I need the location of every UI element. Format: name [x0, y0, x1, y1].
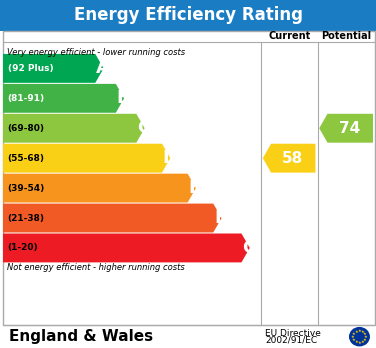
- Text: ★: ★: [352, 332, 356, 336]
- Text: B: B: [117, 89, 130, 107]
- Text: ★: ★: [358, 329, 361, 333]
- Polygon shape: [3, 54, 104, 83]
- Bar: [3, 31, 375, 325]
- Text: (81-91): (81-91): [8, 94, 45, 103]
- Text: (69-80): (69-80): [8, 124, 44, 133]
- Text: ★: ★: [355, 330, 358, 334]
- Text: 2002/91/EC: 2002/91/EC: [265, 336, 317, 345]
- Polygon shape: [319, 114, 373, 143]
- Polygon shape: [3, 234, 250, 262]
- Text: F: F: [214, 209, 226, 227]
- Text: ★: ★: [355, 340, 358, 344]
- Text: C: C: [137, 119, 150, 137]
- Text: (1-20): (1-20): [8, 244, 38, 252]
- Text: (21-38): (21-38): [8, 214, 44, 222]
- Text: Current: Current: [268, 31, 311, 41]
- Text: ★: ★: [363, 332, 367, 336]
- Bar: [0, 0, 376, 31]
- Text: D: D: [163, 149, 178, 167]
- Text: Potential: Potential: [321, 31, 371, 41]
- Text: Very energy efficient - lower running costs: Very energy efficient - lower running co…: [7, 48, 185, 57]
- Polygon shape: [3, 204, 221, 232]
- Text: Energy Efficiency Rating: Energy Efficiency Rating: [73, 6, 303, 24]
- Text: ★: ★: [361, 330, 364, 334]
- Text: Not energy efficient - higher running costs: Not energy efficient - higher running co…: [7, 263, 185, 272]
- Text: EU Directive: EU Directive: [265, 330, 321, 338]
- Text: 74: 74: [339, 121, 361, 136]
- Text: ★: ★: [352, 338, 356, 342]
- Text: G: G: [242, 239, 257, 257]
- Polygon shape: [3, 144, 170, 173]
- Text: ★: ★: [363, 338, 367, 342]
- Circle shape: [350, 328, 369, 346]
- Text: 58: 58: [282, 151, 303, 166]
- Polygon shape: [3, 114, 145, 143]
- Text: ★: ★: [364, 335, 368, 339]
- Polygon shape: [3, 84, 124, 113]
- Text: England & Wales: England & Wales: [9, 329, 153, 344]
- Text: E: E: [188, 179, 201, 197]
- Polygon shape: [263, 144, 315, 173]
- Polygon shape: [3, 174, 196, 203]
- Text: ★: ★: [351, 335, 355, 339]
- Text: (92 Plus): (92 Plus): [8, 64, 53, 73]
- Text: ★: ★: [361, 340, 364, 344]
- Text: ★: ★: [358, 341, 361, 345]
- Text: A: A: [96, 60, 110, 77]
- Text: (39-54): (39-54): [8, 184, 45, 192]
- Text: (55-68): (55-68): [8, 154, 44, 163]
